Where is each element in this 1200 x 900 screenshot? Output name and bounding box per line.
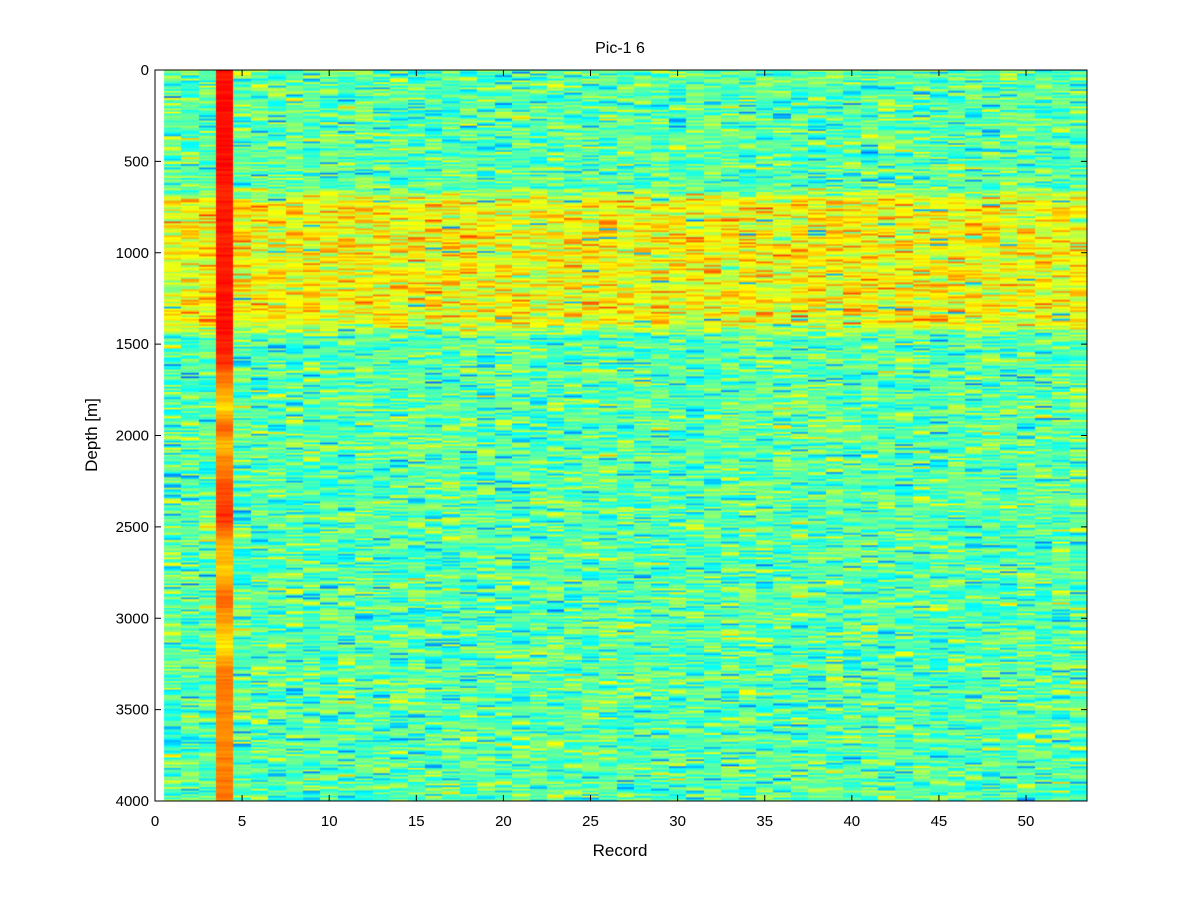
- plot-area: [155, 70, 1087, 801]
- x-tick-label: 45: [931, 813, 948, 830]
- chart-title: Pic-1 6: [595, 40, 645, 57]
- y-tick-label: 2000: [116, 428, 149, 445]
- x-axis-label: Record: [593, 841, 648, 860]
- x-tick-label: 30: [669, 813, 686, 830]
- y-tick-label: 2500: [116, 519, 149, 536]
- x-tick-label: 10: [321, 813, 338, 830]
- y-tick-label: 3000: [116, 610, 149, 627]
- x-tick-label: 0: [151, 813, 159, 830]
- x-axis: 0 5 10 15 20 25 30 35 40 45 50: [151, 70, 1035, 830]
- x-tick-label: 40: [843, 813, 860, 830]
- y-axis-label: Depth [m]: [82, 398, 101, 472]
- x-tick-label: 50: [1018, 813, 1035, 830]
- x-tick-label: 25: [582, 813, 599, 830]
- x-tick-label: 15: [408, 813, 425, 830]
- y-tick-label: 3500: [116, 702, 149, 719]
- y-tick-label: 1500: [116, 336, 149, 353]
- y-axis: 0 500 1000 1500 2000 2500 3000 3500 4000: [116, 62, 1087, 810]
- y-tick-label: 500: [124, 153, 149, 170]
- y-tick-label: 0: [141, 62, 149, 79]
- y-tick-label: 4000: [116, 793, 149, 810]
- y-tick-label: 1000: [116, 245, 149, 262]
- x-tick-label: 35: [756, 813, 773, 830]
- heatmap-image: [155, 70, 1087, 801]
- x-tick-label: 5: [238, 813, 246, 830]
- x-tick-label: 20: [495, 813, 512, 830]
